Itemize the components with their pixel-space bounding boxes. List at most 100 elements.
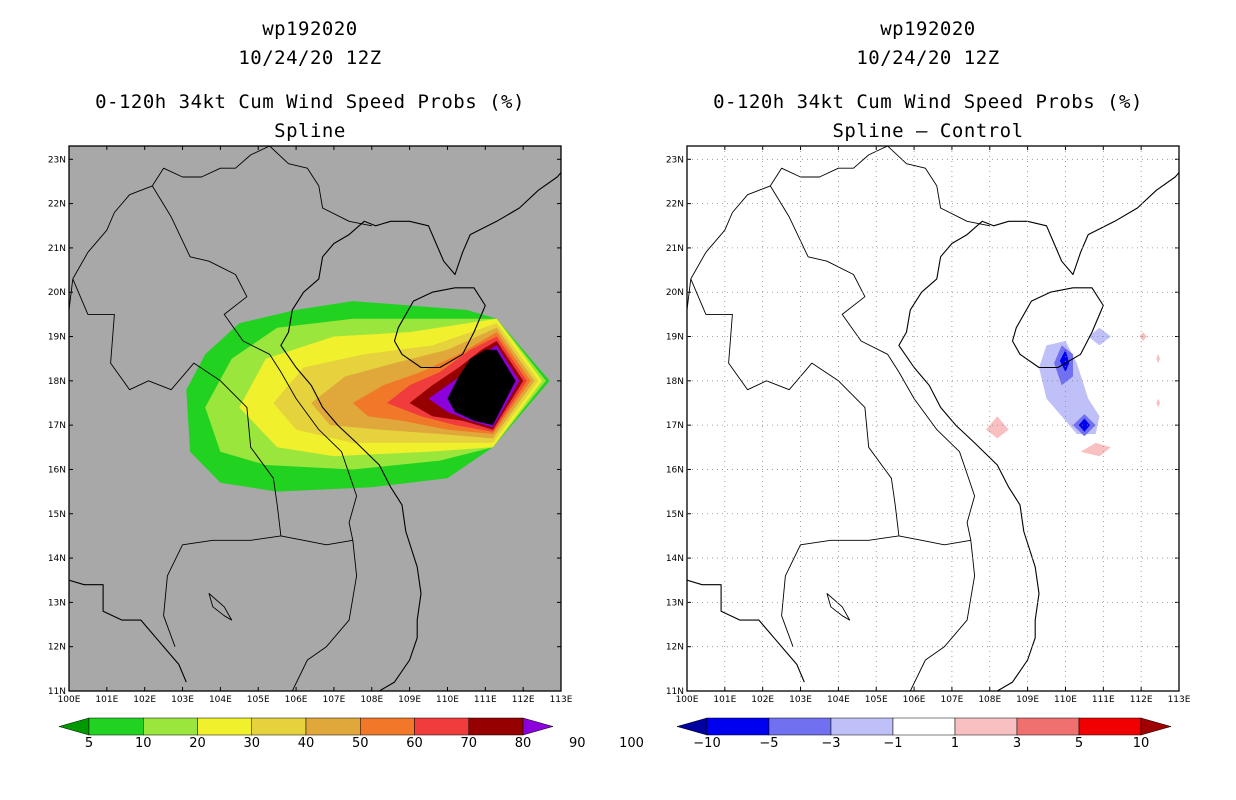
x-tick-label: 111E	[474, 695, 497, 705]
country-border	[781, 535, 899, 647]
difference-contour-8	[1139, 332, 1147, 341]
x-tick-label: 104E	[827, 695, 850, 705]
colorbar-max-arrow	[1140, 717, 1172, 736]
y-tick-label: 18N	[48, 377, 66, 387]
x-tick-label: 100E	[58, 695, 81, 705]
colorbar-label: −5	[759, 736, 778, 751]
difference-contour-6	[986, 416, 1009, 439]
x-tick-label: 110E	[436, 695, 459, 705]
y-tick-label: 14N	[666, 554, 684, 564]
colorbar-label: 30	[243, 736, 260, 751]
map-left	[69, 146, 561, 691]
tonle-sap-lake	[208, 593, 233, 621]
map-frame	[686, 145, 1180, 692]
colorbar-label: 10	[135, 736, 152, 751]
map-background	[687, 146, 1179, 691]
y-tick-label: 21N	[666, 244, 684, 254]
y-tick-label: 17N	[666, 421, 684, 431]
colorbar-label: 70	[460, 736, 477, 751]
x-tick-label: 108E	[978, 695, 1001, 705]
colorbar-label: −1	[883, 736, 902, 751]
colorbar-min-arrow	[676, 717, 708, 736]
axes: 100E 101E 102E 103E 104E 105E 106E 107E 108E 109E…	[666, 145, 1191, 705]
hainan-island	[393, 287, 486, 369]
country-border	[280, 535, 358, 691]
colorbar-label: 40	[298, 736, 315, 751]
colorbar-swatch	[768, 717, 832, 736]
y-tick-label: 23N	[48, 155, 66, 165]
colorbar-label: 80	[515, 736, 532, 751]
x-tick-label: 102E	[133, 695, 156, 705]
probability-contour-9	[447, 349, 516, 426]
y-tick-label: 20N	[48, 288, 66, 298]
difference-contour-0	[1039, 341, 1100, 434]
y-tick-label: 21N	[48, 244, 66, 254]
colorbar-label: 5	[85, 736, 93, 751]
map-right	[687, 146, 1179, 691]
y-tick-label: 19N	[48, 333, 66, 343]
x-tick-label: 110E	[1054, 695, 1077, 705]
colorbar-swatch	[251, 717, 307, 736]
y-tick-label: 15N	[48, 510, 66, 520]
colorbar-label: 100	[619, 736, 644, 751]
coastline	[898, 171, 1179, 691]
title-line-4: Spline	[274, 120, 346, 142]
colorbar-swatch	[954, 717, 1018, 736]
country-border	[151, 185, 358, 541]
x-tick-label: 113E	[550, 695, 573, 705]
y-tick-label: 22N	[48, 200, 66, 210]
country-border	[72, 278, 282, 536]
colorbar-left: 5 10 20 30 40 50 60 70 80 90 100	[58, 717, 644, 751]
x-tick-label: 107E	[322, 695, 345, 705]
difference-contour-9	[1156, 354, 1161, 364]
y-tick-label: 16N	[666, 465, 684, 475]
colorbar-swatch	[414, 717, 469, 736]
x-tick-label: 109E	[398, 695, 421, 705]
x-tick-label: 109E	[1016, 695, 1039, 705]
y-tick-label: 20N	[666, 288, 684, 298]
y-tick-label: 11N	[48, 687, 66, 697]
colorbar-label: 1	[951, 736, 959, 751]
y-tick-label: 16N	[48, 465, 66, 475]
x-tick-label: 106E	[903, 695, 926, 705]
country-border	[163, 535, 281, 647]
y-tick-label: 18N	[666, 377, 684, 387]
x-tick-label: 107E	[940, 695, 963, 705]
title-line-2: 10/24/20 12Z	[238, 47, 381, 69]
title-line-3: 0-120h 34kt Cum Wind Speed Probs (%)	[95, 91, 525, 113]
y-tick-label: 14N	[48, 554, 66, 564]
x-tick-label: 102E	[751, 695, 774, 705]
country-border	[690, 185, 771, 280]
y-tick-label: 11N	[666, 687, 684, 697]
y-tick-label: 12N	[48, 643, 66, 653]
difference-contour-4	[1059, 349, 1070, 372]
x-tick-label: 106E	[285, 695, 308, 705]
x-tick-label: 100E	[676, 695, 699, 705]
title-line-1: wp192020	[262, 18, 358, 40]
coastline	[280, 171, 561, 691]
colorbar-label: 5	[1075, 736, 1083, 751]
y-tick-label: 22N	[666, 200, 684, 210]
country-border	[151, 146, 372, 227]
hainan-island	[1011, 287, 1104, 369]
difference-contour-1	[1088, 327, 1111, 346]
y-tick-label: 13N	[666, 598, 684, 608]
colorbar-swatch	[830, 717, 894, 736]
title-line-1: wp192020	[880, 18, 976, 40]
x-tick-label: 101E	[95, 695, 118, 705]
x-tick-label: 104E	[209, 695, 232, 705]
map-frame	[68, 145, 562, 692]
title-line-2: 10/24/20 12Z	[856, 47, 999, 69]
colorbar-max-arrow	[522, 717, 554, 736]
colorbar-label: 20	[189, 736, 206, 751]
y-tick-label: 13N	[48, 598, 66, 608]
difference-contour-5	[1078, 418, 1091, 432]
colorbar-swatch	[88, 717, 144, 736]
y-tick-label: 17N	[48, 421, 66, 431]
x-tick-label: 105E	[865, 695, 888, 705]
colorbar-swatch	[1078, 717, 1142, 736]
y-tick-label: 15N	[666, 510, 684, 520]
axes: 100E 101E 102E 103E 104E 105E 106E 107E 108E 109E…	[48, 145, 573, 705]
x-tick-label: 111E	[1092, 695, 1115, 705]
